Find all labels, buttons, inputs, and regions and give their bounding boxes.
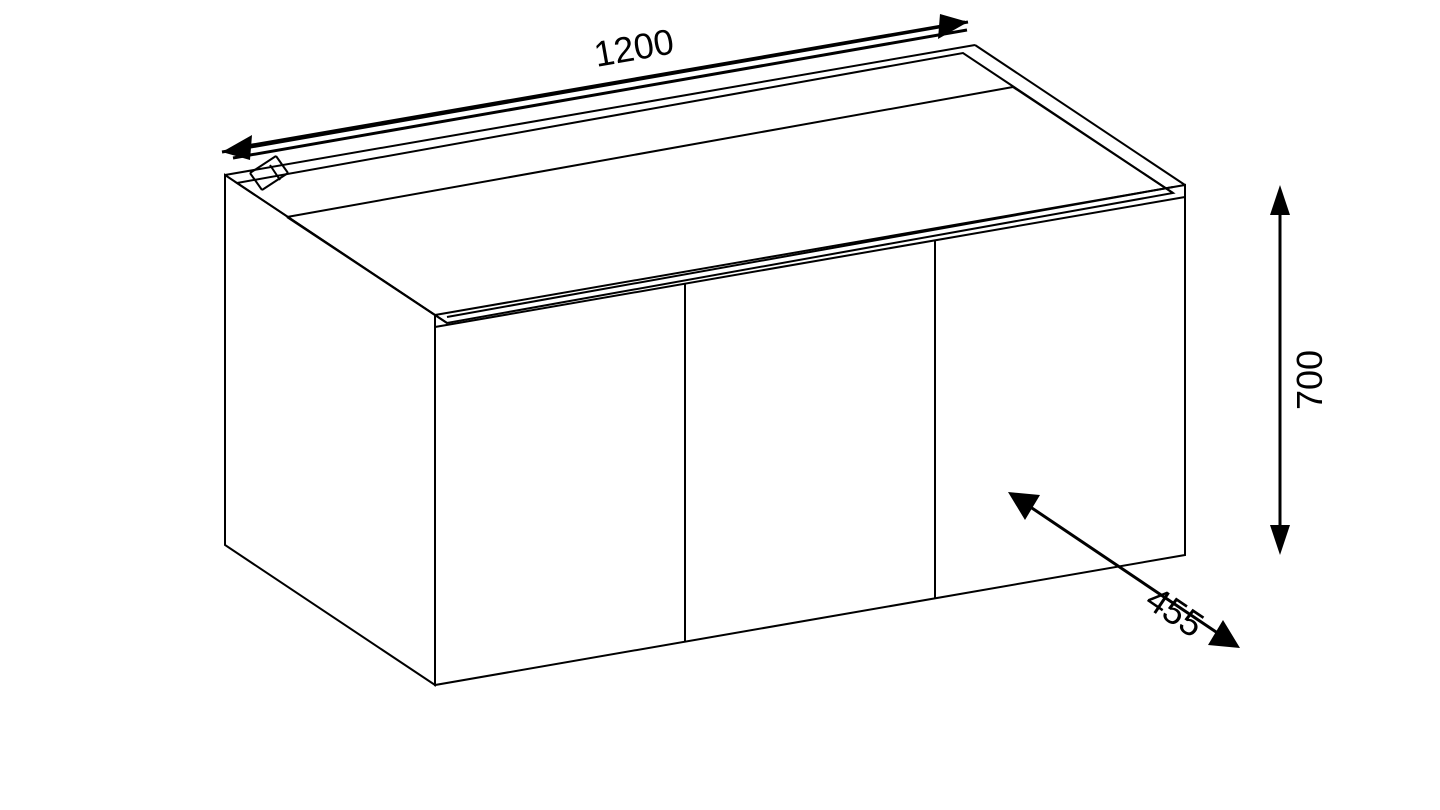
cabinet (225, 45, 1185, 685)
dimensions: 1200 700 455 (222, 14, 1330, 648)
hinge-icon (250, 156, 288, 190)
technical-drawing: 1200 700 455 (0, 0, 1440, 810)
dimension-height-label: 700 (1289, 350, 1330, 410)
dimension-width-label: 1200 (591, 21, 677, 75)
